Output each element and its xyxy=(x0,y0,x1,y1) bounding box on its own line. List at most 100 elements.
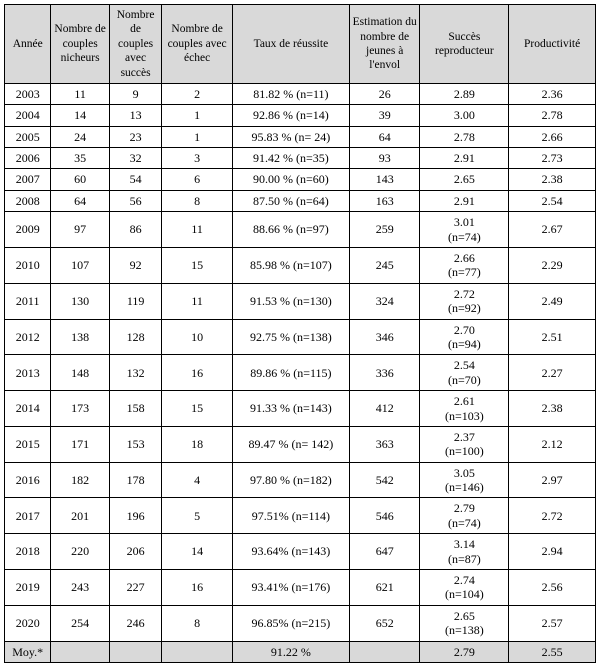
cell-jeunes: 621 xyxy=(349,570,420,606)
cell-nicheurs: 254 xyxy=(51,605,109,641)
cell-echec: 11 xyxy=(162,283,233,319)
cell-succes: 246 xyxy=(109,605,161,641)
cell-taux: 96.85% (n=215) xyxy=(232,605,349,641)
cell-nicheurs: 24 xyxy=(51,126,109,147)
cell-jeunes: 652 xyxy=(349,605,420,641)
cell-echec: 1 xyxy=(162,126,233,147)
cell-srepro: 2.78 xyxy=(420,126,509,147)
cell-jeunes: 546 xyxy=(349,498,420,534)
cell-succes: 158 xyxy=(109,391,161,427)
breeding-data-table: Année Nombre de couples nicheurs Nombre … xyxy=(4,4,596,663)
cell-srepro: 2.72(n=92) xyxy=(420,283,509,319)
table-row: 2003119281.82 % (n=11)262.892.36 xyxy=(5,83,596,104)
cell-prod: 2.29 xyxy=(509,248,596,284)
cell-taux: 97.80 % (n=182) xyxy=(232,462,349,498)
cell-annee: 2019 xyxy=(5,570,51,606)
col-header-srepro: Succès reproducteur xyxy=(420,5,509,84)
cell-taux: 91.33 % (n=143) xyxy=(232,391,349,427)
cell-prod: 2.27 xyxy=(509,355,596,391)
cell-prod: 2.73 xyxy=(509,148,596,169)
cell-taux: 95.83 % (n= 24) xyxy=(232,126,349,147)
cell-prod: 2.38 xyxy=(509,391,596,427)
table-row: 20131481321689.86 % (n=115)3362.54(n=70)… xyxy=(5,355,596,391)
cell-prod: 2.67 xyxy=(509,212,596,248)
cell-annee: 2008 xyxy=(5,190,51,211)
cell-taux: 97.51% (n=114) xyxy=(232,498,349,534)
footer-cell-taux: 91.22 % xyxy=(232,641,349,662)
cell-jeunes: 412 xyxy=(349,391,420,427)
table-footer-row: Moy.*91.22 %2.792.55 xyxy=(5,641,596,662)
col-header-succes: Nombre de couples avec succès xyxy=(109,5,161,84)
cell-succes: 196 xyxy=(109,498,161,534)
cell-srepro: 3.14(n=87) xyxy=(420,534,509,570)
table-row: 20141731581591.33 % (n=143)4122.61(n=103… xyxy=(5,391,596,427)
cell-taux: 88.66 % (n=97) xyxy=(232,212,349,248)
col-header-nicheurs: Nombre de couples nicheurs xyxy=(51,5,109,84)
table-row: 2016182178497.80 % (n=182)5423.05(n=146)… xyxy=(5,462,596,498)
cell-prod: 2.66 xyxy=(509,126,596,147)
cell-taux: 85.98 % (n=107) xyxy=(232,248,349,284)
cell-prod: 2.78 xyxy=(509,105,596,126)
cell-taux: 90.00 % (n=60) xyxy=(232,169,349,190)
cell-nicheurs: 148 xyxy=(51,355,109,391)
table-row: 20182202061493.64% (n=143)6473.14(n=87)2… xyxy=(5,534,596,570)
cell-echec: 15 xyxy=(162,248,233,284)
col-header-jeunes: Estimation du nombre de jeunes à l'envol xyxy=(349,5,420,84)
footer-cell-prod: 2.55 xyxy=(509,641,596,662)
cell-jeunes: 39 xyxy=(349,105,420,126)
cell-taux: 93.64% (n=143) xyxy=(232,534,349,570)
cell-taux: 92.75 % (n=138) xyxy=(232,319,349,355)
cell-srepro: 2.61(n=103) xyxy=(420,391,509,427)
cell-nicheurs: 64 xyxy=(51,190,109,211)
col-header-annee: Année xyxy=(5,5,51,84)
cell-succes: 32 xyxy=(109,148,161,169)
cell-echec: 8 xyxy=(162,605,233,641)
cell-jeunes: 143 xyxy=(349,169,420,190)
cell-echec: 8 xyxy=(162,190,233,211)
cell-srepro: 2.89 xyxy=(420,83,509,104)
cell-taux: 93.41% (n=176) xyxy=(232,570,349,606)
cell-jeunes: 363 xyxy=(349,426,420,462)
cell-succes: 9 xyxy=(109,83,161,104)
cell-succes: 206 xyxy=(109,534,161,570)
cell-taux: 92.86 % (n=14) xyxy=(232,105,349,126)
table-row: 20111301191191.53 % (n=130)3242.72(n=92)… xyxy=(5,283,596,319)
cell-jeunes: 26 xyxy=(349,83,420,104)
cell-srepro: 2.70(n=94) xyxy=(420,319,509,355)
cell-jeunes: 163 xyxy=(349,190,420,211)
table-row: 20076054690.00 % (n=60)1432.652.38 xyxy=(5,169,596,190)
table-row: 20192432271693.41% (n=176)6212.74(n=104)… xyxy=(5,570,596,606)
cell-succes: 119 xyxy=(109,283,161,319)
cell-taux: 91.53 % (n=130) xyxy=(232,283,349,319)
cell-srepro: 2.91 xyxy=(420,148,509,169)
cell-annee: 2007 xyxy=(5,169,51,190)
footer-cell-annee: Moy.* xyxy=(5,641,51,662)
cell-nicheurs: 173 xyxy=(51,391,109,427)
cell-srepro: 3.05(n=146) xyxy=(420,462,509,498)
cell-srepro: 2.54(n=70) xyxy=(420,355,509,391)
cell-nicheurs: 60 xyxy=(51,169,109,190)
cell-srepro: 3.00 xyxy=(420,105,509,126)
cell-echec: 2 xyxy=(162,83,233,104)
table-row: 200997861188.66 % (n=97)2593.01(n=74)2.6… xyxy=(5,212,596,248)
cell-annee: 2017 xyxy=(5,498,51,534)
cell-srepro: 2.65 xyxy=(420,169,509,190)
col-header-taux: Taux de réussite xyxy=(232,5,349,84)
cell-succes: 227 xyxy=(109,570,161,606)
cell-nicheurs: 14 xyxy=(51,105,109,126)
cell-taux: 81.82 % (n=11) xyxy=(232,83,349,104)
cell-annee: 2015 xyxy=(5,426,51,462)
footer-cell-succes xyxy=(109,641,161,662)
cell-nicheurs: 130 xyxy=(51,283,109,319)
cell-annee: 2014 xyxy=(5,391,51,427)
cell-srepro: 2.74(n=104) xyxy=(420,570,509,606)
cell-prod: 2.97 xyxy=(509,462,596,498)
cell-srepro: 2.37(n=100) xyxy=(420,426,509,462)
cell-jeunes: 324 xyxy=(349,283,420,319)
cell-echec: 14 xyxy=(162,534,233,570)
cell-srepro: 2.66(n=77) xyxy=(420,248,509,284)
footer-cell-jeunes xyxy=(349,641,420,662)
cell-prod: 2.57 xyxy=(509,605,596,641)
cell-annee: 2003 xyxy=(5,83,51,104)
table-row: 20151711531889.47 % (n= 142)3632.37(n=10… xyxy=(5,426,596,462)
